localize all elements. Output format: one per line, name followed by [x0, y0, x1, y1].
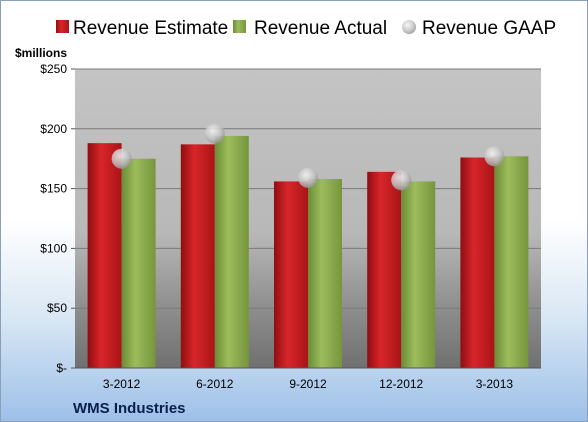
- legend-swatch-actual: [233, 20, 246, 33]
- y-axis-ticks: $- $50 $100 $150 $200 $250: [40, 62, 75, 375]
- y-tick-label: $100: [40, 241, 67, 255]
- bar-revenue-estimate: [274, 181, 308, 368]
- y-tick-label: $250: [40, 62, 67, 76]
- y-tick-label: $50: [47, 301, 67, 315]
- bar-revenue-estimate: [180, 144, 215, 368]
- x-tick-label: 3-2012: [103, 377, 141, 391]
- y-tick-label: $150: [40, 182, 67, 196]
- company-name: WMS Industries: [73, 400, 186, 417]
- x-tick-label: 12-2012: [379, 377, 423, 391]
- y-tick-label: $-: [56, 361, 67, 375]
- gaap-points: [111, 123, 505, 191]
- legend-label-estimate: Revenue Estimate: [73, 18, 228, 39]
- x-tick-label: 9-2012: [289, 377, 327, 391]
- x-axis-ticks: 3-2012 6-2012 9-2012 12-2012 3-2013: [103, 377, 513, 391]
- bar-revenue-actual: [121, 158, 156, 368]
- bar-revenue-actual: [308, 179, 342, 368]
- bar-revenue-estimate: [367, 171, 402, 368]
- point-revenue-gaap: [484, 146, 505, 167]
- bar-revenue-actual: [494, 156, 529, 368]
- legend-label-actual: Revenue Actual: [254, 18, 387, 39]
- legend-swatch-gaap: [402, 20, 416, 34]
- legend-swatch-estimate: [56, 20, 69, 33]
- point-revenue-gaap: [111, 148, 132, 169]
- legend-label-gaap: Revenue GAAP: [422, 18, 556, 39]
- legend: Revenue Estimate Revenue Actual Revenue …: [56, 18, 556, 39]
- bar-revenue-actual: [214, 135, 249, 368]
- point-revenue-gaap: [298, 167, 318, 188]
- x-tick-label: 6-2012: [196, 377, 234, 391]
- point-revenue-gaap: [391, 170, 412, 191]
- x-tick-label: 3-2013: [476, 377, 514, 391]
- bar-revenue-estimate: [460, 157, 495, 368]
- bar-revenue-estimate: [87, 143, 122, 368]
- bar-revenue-actual: [401, 181, 436, 368]
- y-tick-label: $200: [40, 122, 67, 136]
- point-revenue-gaap: [204, 123, 225, 144]
- y-axis-unit-label: $millions: [15, 46, 67, 60]
- bars: [87, 135, 529, 368]
